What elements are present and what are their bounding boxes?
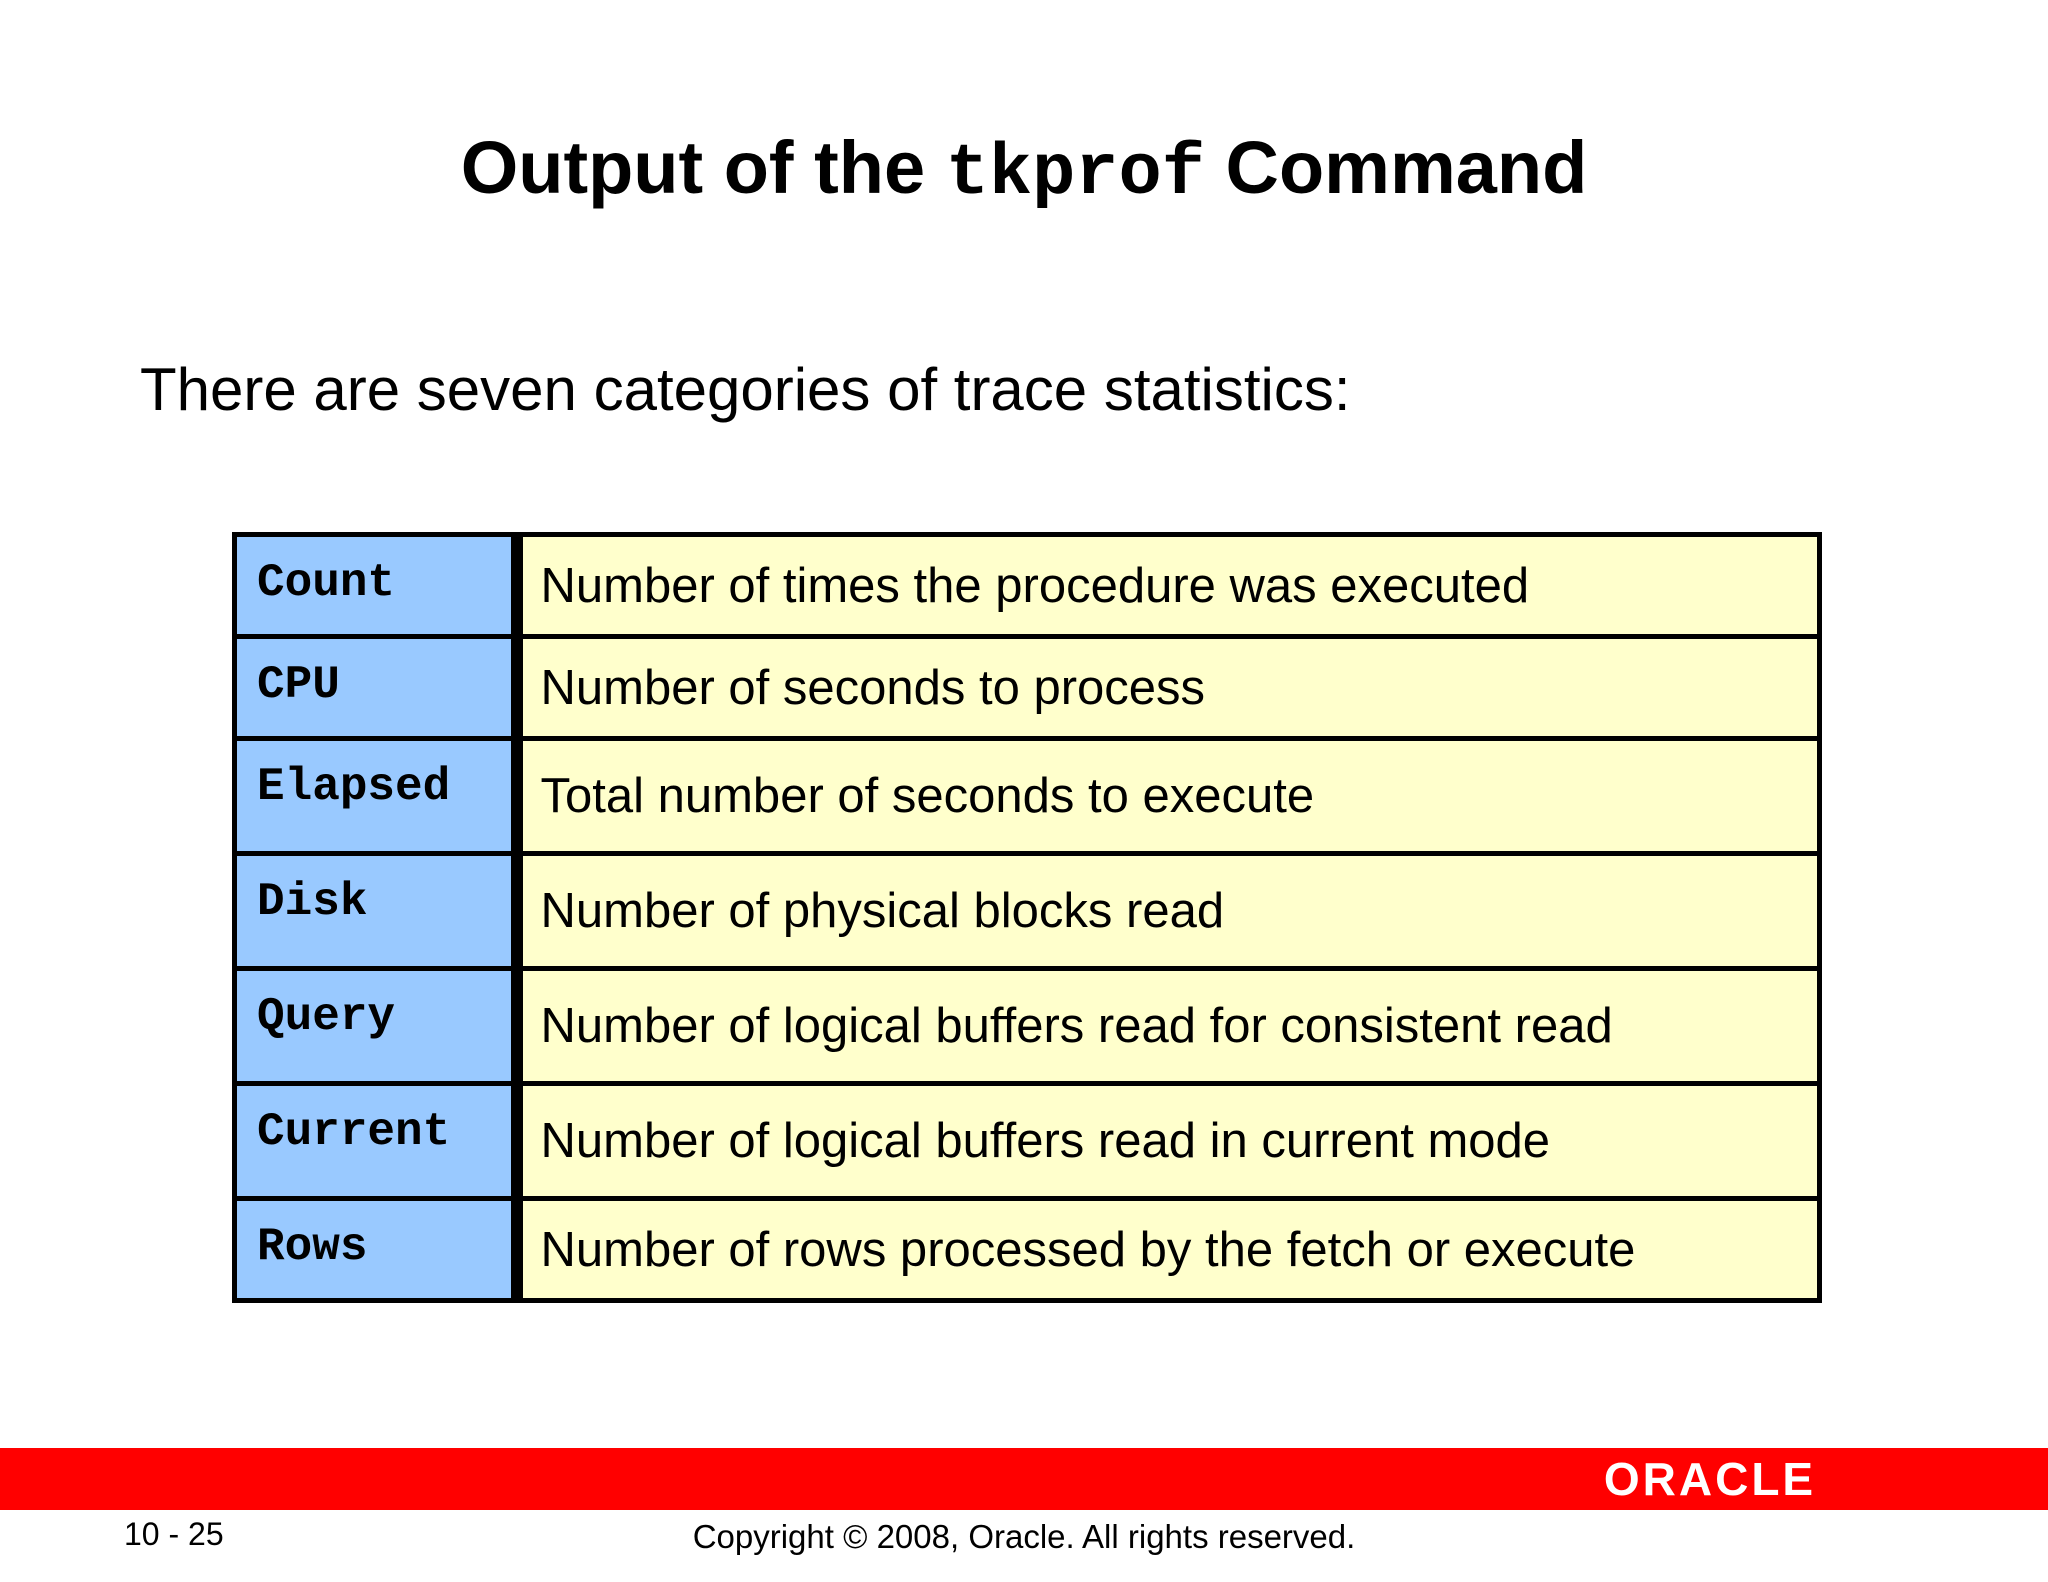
- oracle-logo: ORACLE: [1603, 1453, 1817, 1505]
- copyright-notice: Copyright © 2008, Oracle. All rights res…: [692, 1518, 1356, 1555]
- statistic-name: Rows: [232, 1196, 523, 1303]
- statistic-description: Total number of seconds to execute: [514, 736, 1822, 856]
- table-row: Query Number of logical buffers read for…: [232, 966, 1822, 1086]
- table-row: Elapsed Total number of seconds to execu…: [232, 736, 1822, 856]
- title-code: tkprof: [945, 133, 1205, 215]
- footer-bar: [0, 1448, 2048, 1510]
- trace-statistics-table: Count Number of times the procedure was …: [232, 532, 1822, 1303]
- statistic-name: Elapsed: [232, 736, 523, 856]
- statistic-description: Number of times the procedure was execut…: [514, 532, 1822, 639]
- title-text-after: Command: [1204, 126, 1588, 209]
- title-text-before: Output of the: [460, 126, 946, 209]
- statistic-description: Number of seconds to process: [514, 634, 1822, 741]
- statistic-name: Disk: [232, 851, 523, 971]
- table-row: Disk Number of physical blocks read: [232, 851, 1822, 971]
- slide-title: Output of the tkprof Command: [0, 118, 2048, 224]
- statistic-description: Number of logical buffers read in curren…: [514, 1081, 1822, 1201]
- statistic-name: CPU: [232, 634, 523, 741]
- table-row: Count Number of times the procedure was …: [232, 532, 1822, 639]
- table-row: CPU Number of seconds to process: [232, 634, 1822, 741]
- statistic-description: Number of rows processed by the fetch or…: [514, 1196, 1822, 1303]
- statistic-description: Number of physical blocks read: [514, 851, 1822, 971]
- table-row: Rows Number of rows processed by the fet…: [232, 1196, 1822, 1303]
- intro-text: There are seven categories of trace stat…: [140, 356, 1351, 423]
- statistic-description: Number of logical buffers read for consi…: [514, 966, 1822, 1086]
- table-row: Current Number of logical buffers read i…: [232, 1081, 1822, 1201]
- statistic-name: Query: [232, 966, 523, 1086]
- page-number: 10 - 25: [124, 1516, 224, 1552]
- statistic-name: Count: [232, 532, 523, 639]
- statistic-name: Current: [232, 1081, 523, 1201]
